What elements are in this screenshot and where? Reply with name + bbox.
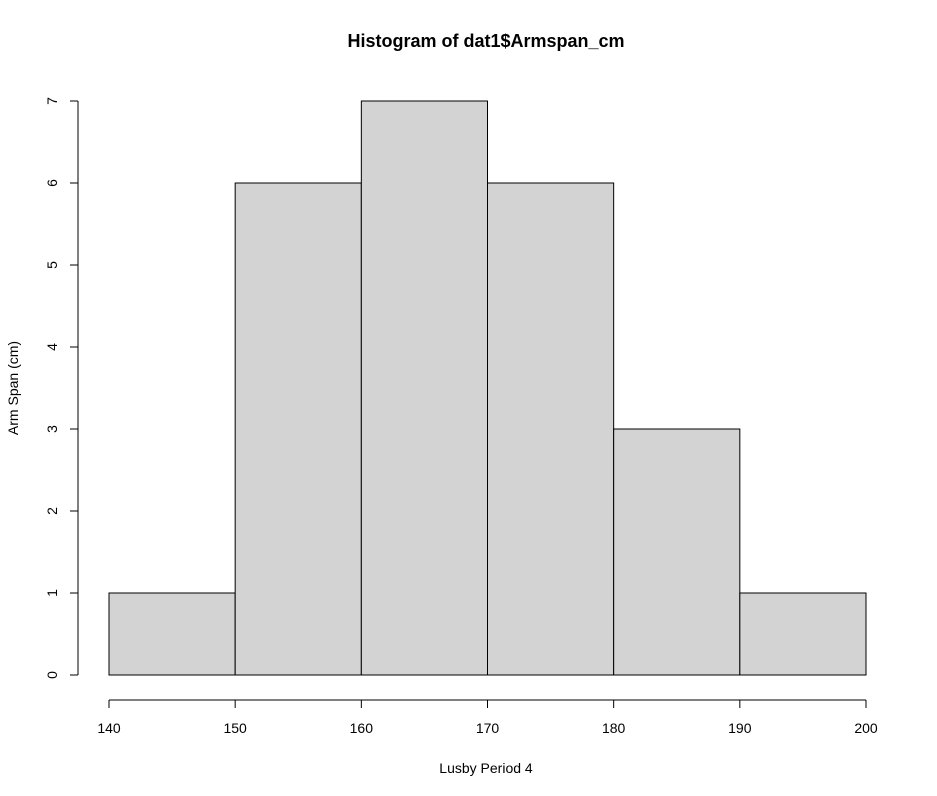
y-tick-label: 7 xyxy=(44,97,60,105)
bars-group xyxy=(108,100,867,676)
x-tick-label: 170 xyxy=(476,720,500,736)
histogram-bar-150-160 xyxy=(234,182,362,676)
x-tick-label: 150 xyxy=(223,720,247,736)
y-axis: 0 1 2 3 4 5 6 7 xyxy=(44,97,79,679)
x-axis-label: Lusby Period 4 xyxy=(439,760,533,776)
y-tick-label: 0 xyxy=(44,671,60,679)
histogram-bar-180-190 xyxy=(613,428,741,676)
histogram-bar-170-180 xyxy=(487,182,615,676)
y-tick-label: 3 xyxy=(44,425,60,433)
y-tick-label: 6 xyxy=(44,179,60,187)
x-tick-label: 190 xyxy=(728,720,752,736)
x-tick-label: 160 xyxy=(350,720,374,736)
y-axis-label: Arm Span (cm) xyxy=(5,341,21,435)
y-tick-label: 2 xyxy=(44,507,60,515)
histogram-bar-140-150 xyxy=(108,592,236,676)
x-tick-label: 180 xyxy=(602,720,626,736)
x-tick-label: 200 xyxy=(854,720,878,736)
y-tick-label: 5 xyxy=(44,261,60,269)
y-tick-label: 4 xyxy=(44,343,60,351)
histogram-bar-160-170 xyxy=(360,100,489,676)
x-tick-label: 140 xyxy=(97,720,121,736)
x-axis: 140 150 160 170 180 190 200 xyxy=(97,699,878,736)
histogram-bar-190-200 xyxy=(739,592,867,676)
y-tick-label: 1 xyxy=(44,589,60,597)
chart-title: Histogram of dat1$Armspan_cm xyxy=(347,31,624,51)
